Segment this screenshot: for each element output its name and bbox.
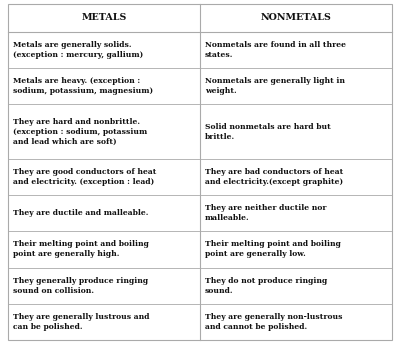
- Text: They do not produce ringing
sound.: They do not produce ringing sound.: [205, 277, 327, 295]
- Text: They are ductile and malleable.: They are ductile and malleable.: [13, 209, 148, 217]
- Text: They are generally non-lustrous
and cannot be polished.: They are generally non-lustrous and cann…: [205, 313, 342, 331]
- Text: Their melting point and boiling
point are generally high.: Their melting point and boiling point ar…: [13, 240, 149, 258]
- Text: Nonmetals are generally light in
weight.: Nonmetals are generally light in weight.: [205, 77, 345, 95]
- Text: Nonmetals are found in all three
states.: Nonmetals are found in all three states.: [205, 41, 346, 59]
- Text: They generally produce ringing
sound on collision.: They generally produce ringing sound on …: [13, 277, 148, 295]
- Text: Their melting point and boiling
point are generally low.: Their melting point and boiling point ar…: [205, 240, 341, 258]
- Text: NONMETALS: NONMETALS: [260, 13, 332, 22]
- Text: Solid nonmetals are hard but
brittle.: Solid nonmetals are hard but brittle.: [205, 122, 331, 141]
- Text: Metals are generally solids.
(exception : mercury, gallium): Metals are generally solids. (exception …: [13, 41, 143, 59]
- Text: They are good conductors of heat
and electricity. (exception : lead): They are good conductors of heat and ele…: [13, 168, 156, 186]
- Text: They are bad conductors of heat
and electricity.(except graphite): They are bad conductors of heat and elec…: [205, 168, 343, 186]
- Text: METALS: METALS: [81, 13, 127, 22]
- Text: They are generally lustrous and
can be polished.: They are generally lustrous and can be p…: [13, 313, 150, 331]
- Text: Metals are heavy. (exception :
sodium, potassium, magnesium): Metals are heavy. (exception : sodium, p…: [13, 77, 153, 95]
- Text: They are hard and nonbrittle.
(exception : sodium, potassium
and lead which are : They are hard and nonbrittle. (exception…: [13, 118, 147, 146]
- Text: They are neither ductile nor
malleable.: They are neither ductile nor malleable.: [205, 204, 326, 222]
